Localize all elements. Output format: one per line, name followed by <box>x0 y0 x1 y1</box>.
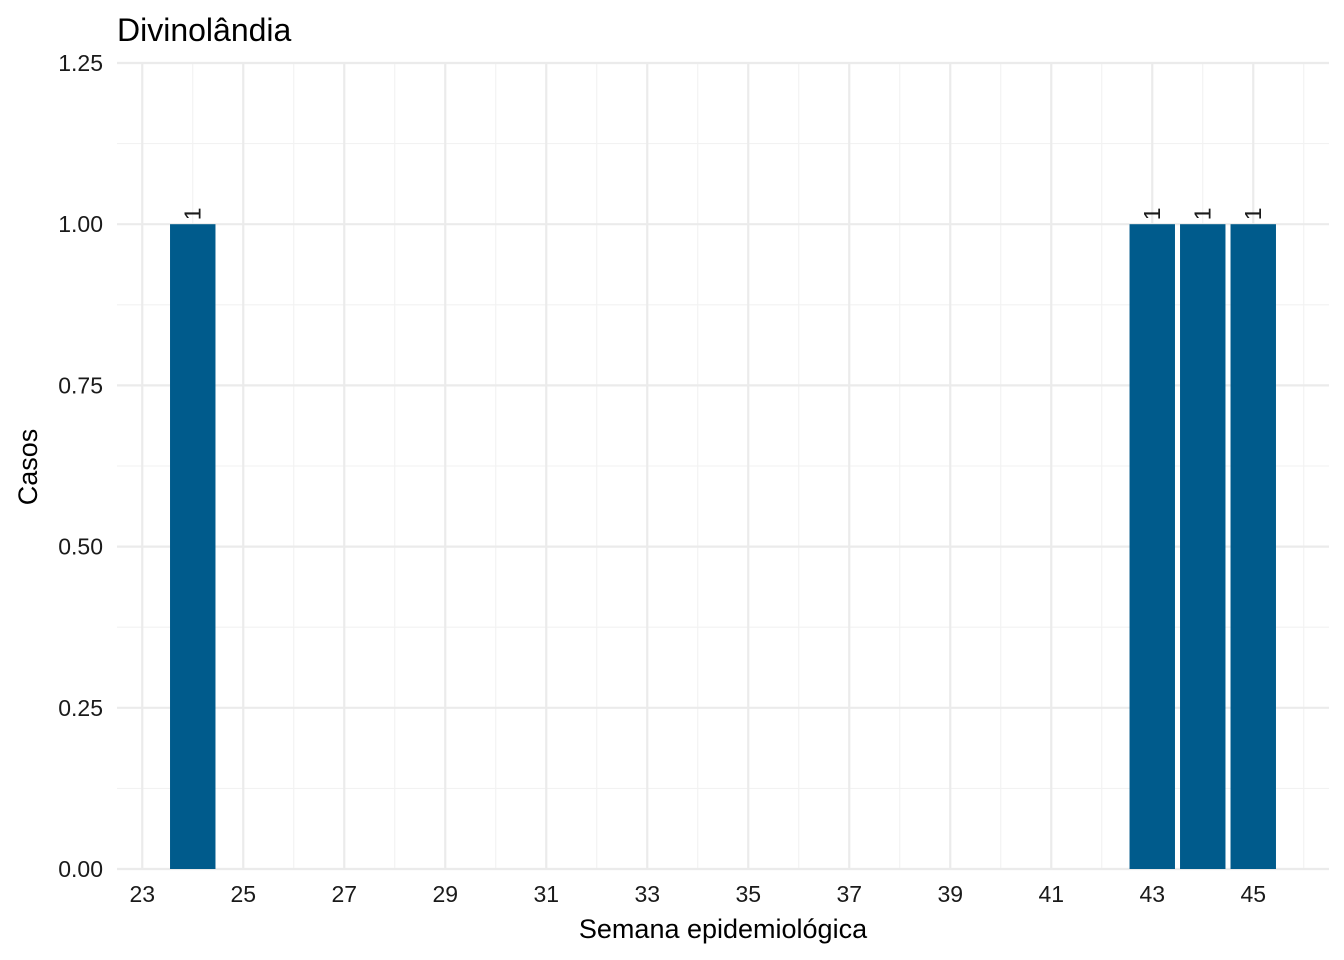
bar-value-label: 1 <box>180 207 206 220</box>
x-tick-label: 45 <box>1240 881 1266 907</box>
x-tick-label: 43 <box>1139 881 1165 907</box>
bar-value-label: 1 <box>1240 207 1266 220</box>
y-tick-label: 0.75 <box>58 372 103 398</box>
x-tick-label: 29 <box>432 881 458 907</box>
y-tick-label: 1.00 <box>58 211 103 237</box>
bars <box>170 224 1276 869</box>
y-tick-label: 0.25 <box>58 695 103 721</box>
bar <box>1180 224 1226 869</box>
bar <box>1129 224 1175 869</box>
bar <box>1230 224 1276 869</box>
x-axis-tick-labels: 23 25 27 29 31 33 35 37 39 41 43 45 <box>129 881 1266 907</box>
x-tick-label: 39 <box>937 881 963 907</box>
x-axis-title: Semana epidemiológica <box>579 914 868 944</box>
chart-title: Divinolândia <box>117 12 292 48</box>
y-tick-label: 1.25 <box>58 50 103 76</box>
x-tick-label: 37 <box>836 881 862 907</box>
bar-value-label: 1 <box>1139 207 1165 220</box>
bar-value-labels: 1 1 1 1 <box>180 207 1267 220</box>
bar <box>170 224 216 869</box>
x-tick-label: 23 <box>129 881 155 907</box>
y-tick-label: 0.50 <box>58 534 103 560</box>
y-axis-title: Casos <box>13 429 43 506</box>
bar-value-label: 1 <box>1190 207 1216 220</box>
x-tick-label: 41 <box>1038 881 1064 907</box>
x-tick-label: 35 <box>735 881 761 907</box>
x-tick-label: 25 <box>230 881 256 907</box>
x-tick-label: 31 <box>533 881 559 907</box>
minor-gridlines <box>117 63 1329 869</box>
y-tick-label: 0.00 <box>58 856 103 882</box>
x-tick-label: 27 <box>331 881 357 907</box>
x-tick-label: 33 <box>634 881 660 907</box>
y-axis-tick-labels: 0.00 0.25 0.50 0.75 1.00 1.25 <box>58 50 103 882</box>
